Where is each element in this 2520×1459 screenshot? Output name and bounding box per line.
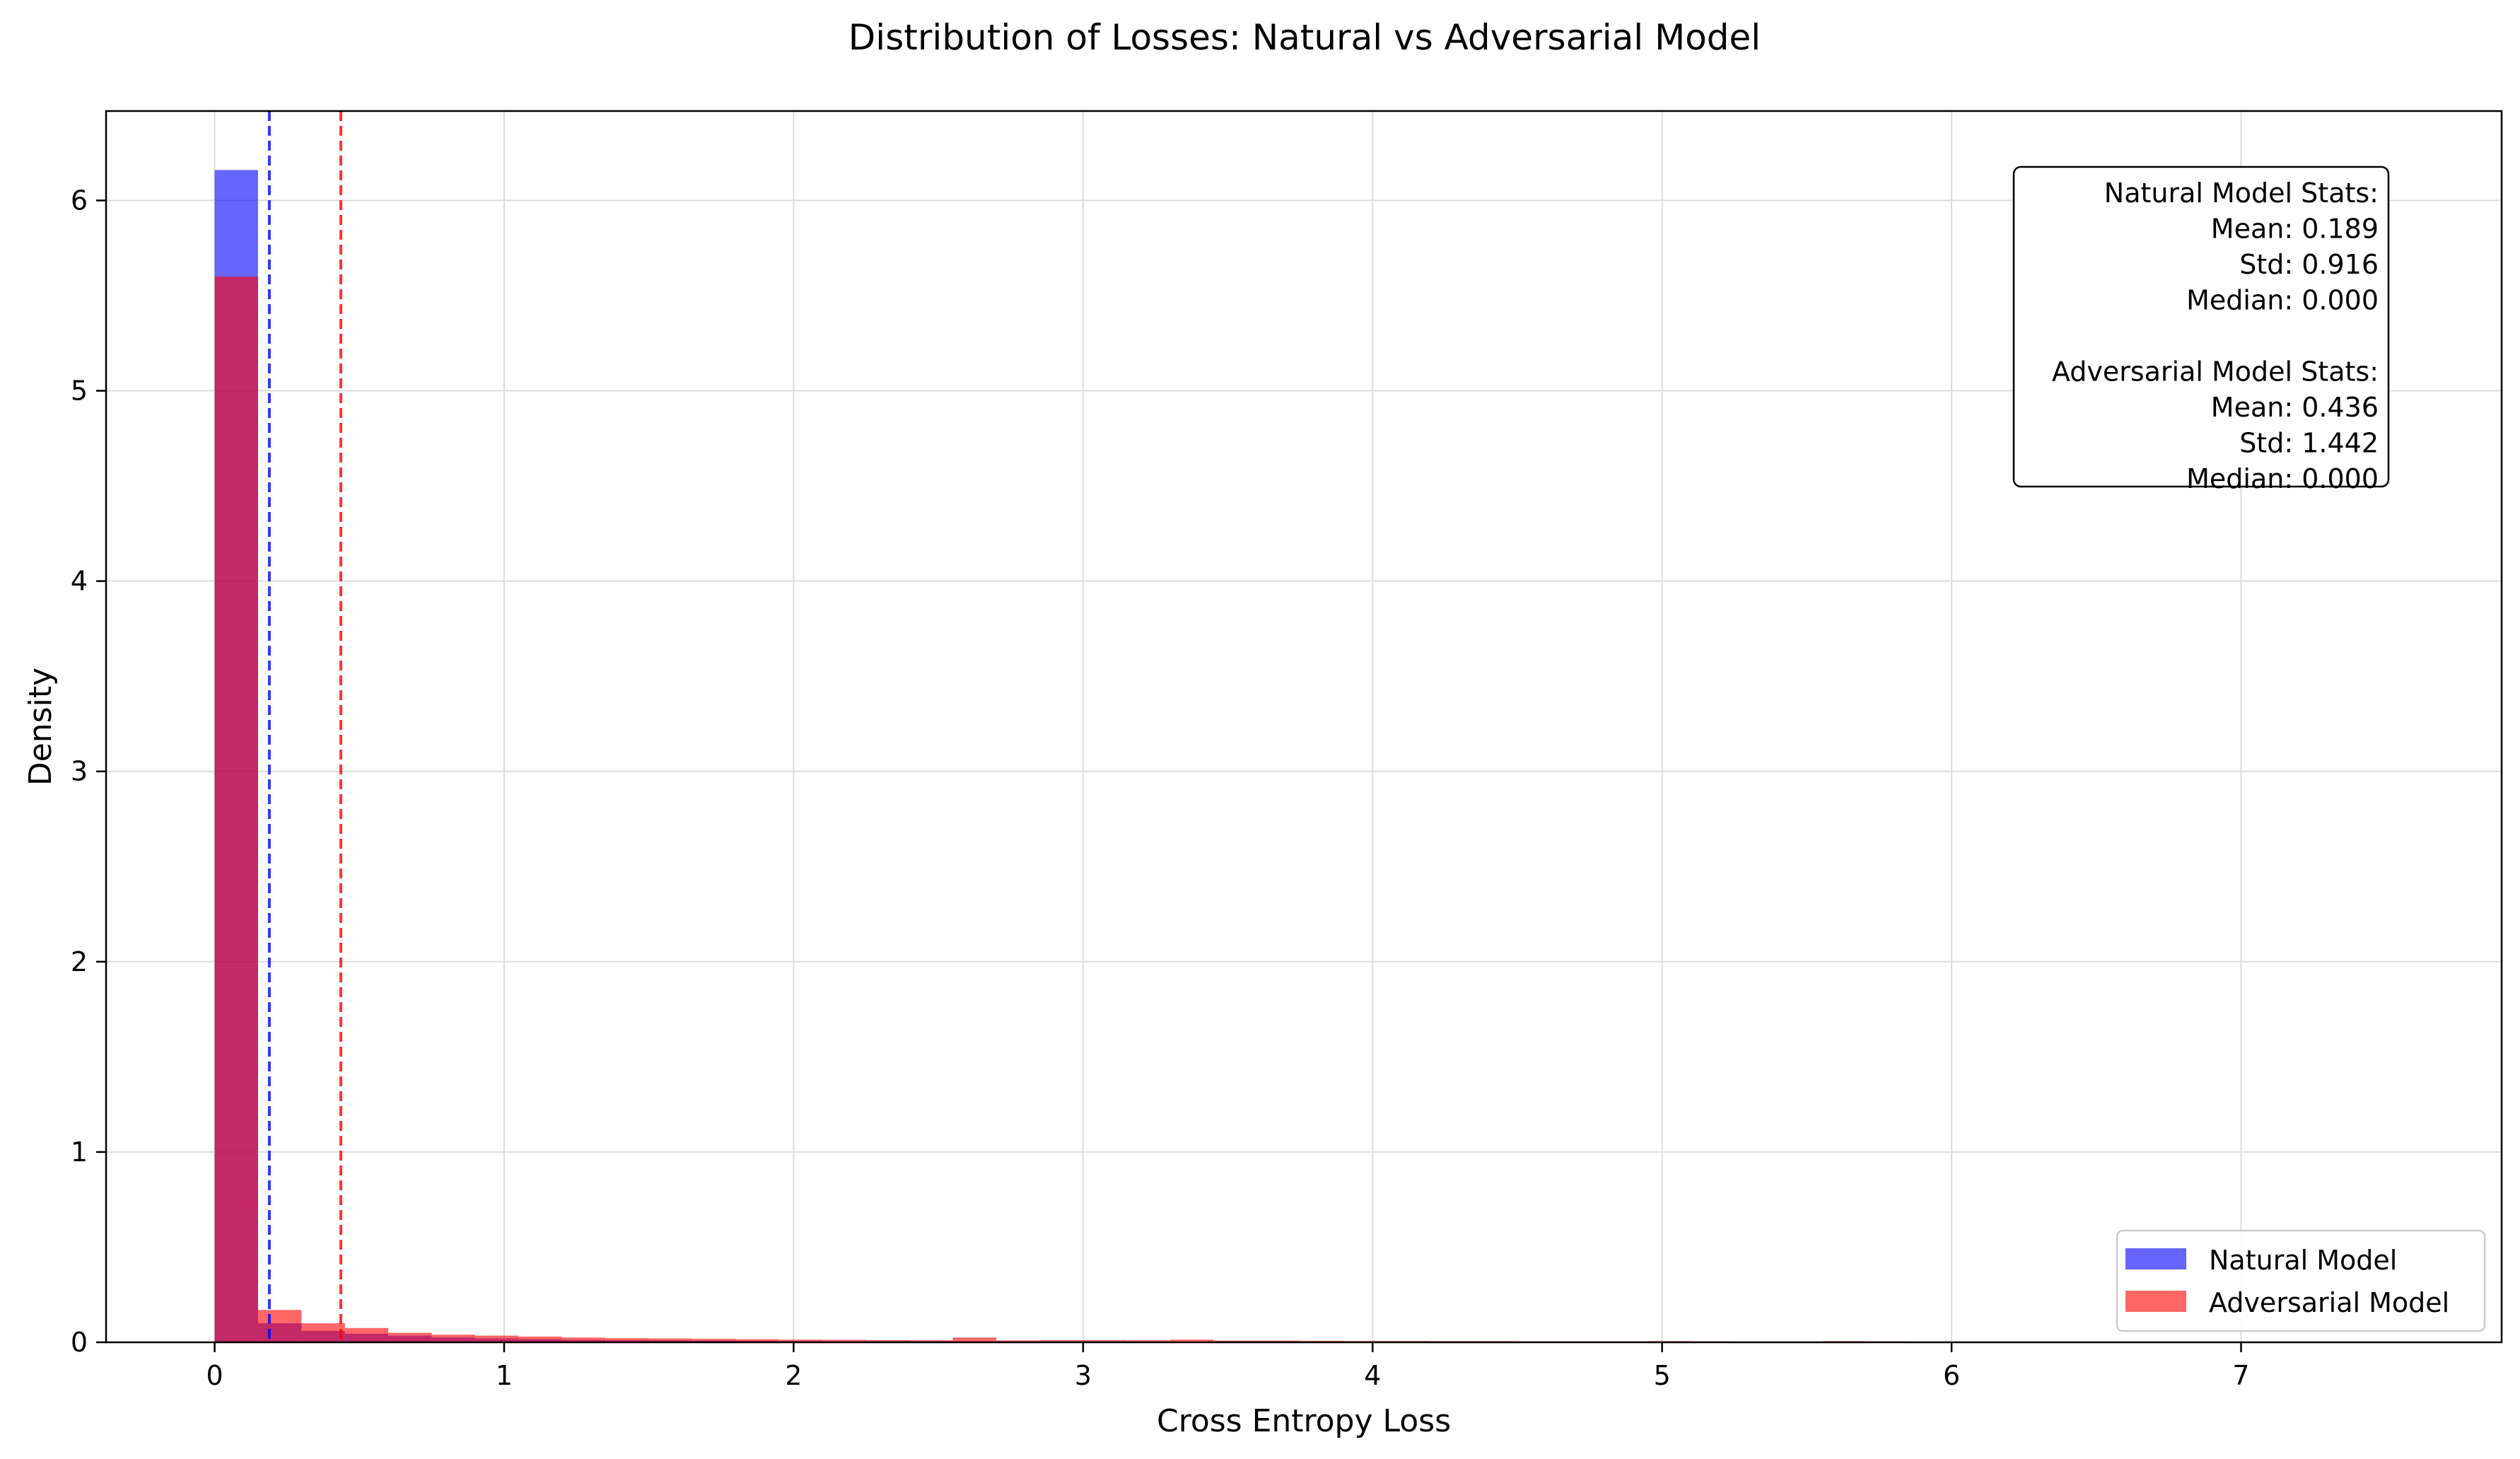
adversarial-bar bbox=[778, 1339, 823, 1342]
y-tick-label: 2 bbox=[71, 946, 88, 977]
legend-label: Natural Model bbox=[2209, 1245, 2397, 1276]
chart-title: Distribution of Losses: Natural vs Adver… bbox=[848, 17, 1761, 58]
adversarial-bar bbox=[996, 1340, 1040, 1342]
x-tick-label: 4 bbox=[1364, 1360, 1381, 1391]
adversarial-bar bbox=[388, 1332, 432, 1342]
adversarial-bar bbox=[1169, 1339, 1214, 1342]
stats-line: Mean: 0.436 bbox=[2211, 392, 2379, 423]
stats-line: Adversarial Model Stats: bbox=[2052, 356, 2379, 388]
x-axis-ticks: 0 1 2 3 4 5 6 7 bbox=[206, 1342, 2250, 1391]
adversarial-bar bbox=[431, 1335, 476, 1342]
x-tick-label: 7 bbox=[2232, 1360, 2249, 1391]
y-tick-label: 0 bbox=[71, 1327, 88, 1358]
adversarial-bar bbox=[561, 1337, 606, 1342]
legend-swatch-adversarial bbox=[2125, 1291, 2186, 1312]
x-tick-label: 5 bbox=[1654, 1360, 1671, 1391]
stats-line: Natural Model Stats: bbox=[2104, 178, 2379, 209]
adversarial-bar bbox=[475, 1335, 519, 1342]
adversarial-bar bbox=[214, 277, 258, 1342]
legend-frame bbox=[2116, 1229, 2486, 1332]
stats-line: Std: 0.916 bbox=[2239, 249, 2379, 280]
y-tick-label: 5 bbox=[71, 376, 88, 407]
x-axis-label: Cross Entropy Loss bbox=[1157, 1403, 1451, 1439]
adversarial-bar bbox=[1039, 1339, 1083, 1342]
adversarial-bar bbox=[648, 1338, 693, 1342]
stats-line: Std: 1.442 bbox=[2239, 428, 2379, 459]
adversarial-model-bars bbox=[214, 277, 2299, 1342]
adversarial-bar bbox=[909, 1340, 953, 1342]
stats-box-frame bbox=[2012, 165, 2390, 488]
mean-lines bbox=[267, 111, 343, 1342]
stats-line: Median: 0.000 bbox=[2186, 463, 2379, 494]
adversarial-bar bbox=[605, 1338, 649, 1342]
x-tick-label: 3 bbox=[1075, 1360, 1092, 1391]
y-tick-label: 3 bbox=[71, 756, 88, 787]
adversarial-bar bbox=[1083, 1339, 1127, 1342]
adversarial-bar bbox=[344, 1327, 389, 1342]
y-axis-ticks: 0 1 2 3 4 5 6 bbox=[71, 185, 106, 1358]
adversarial-bar bbox=[865, 1339, 910, 1342]
adversarial-bar bbox=[257, 1310, 302, 1342]
stats-box: Natural Model Stats: Mean: 0.189 Std: 0.91… bbox=[2012, 165, 2390, 494]
y-axis-label: Density bbox=[23, 668, 59, 786]
x-tick-label: 2 bbox=[785, 1360, 802, 1391]
adversarial-bar bbox=[518, 1336, 562, 1342]
x-tick-label: 6 bbox=[1943, 1360, 1960, 1391]
adversarial-bar bbox=[822, 1339, 866, 1342]
x-tick-label: 0 bbox=[206, 1360, 223, 1391]
y-tick-label: 1 bbox=[71, 1137, 88, 1168]
adversarial-bar bbox=[735, 1339, 779, 1342]
adversarial-bar bbox=[692, 1339, 736, 1342]
stats-line: Median: 0.000 bbox=[2186, 285, 2379, 316]
natural-model-bars bbox=[214, 170, 2299, 1342]
y-tick-label: 4 bbox=[71, 566, 88, 597]
adversarial-bar bbox=[952, 1337, 996, 1342]
legend-label: Adversarial Model bbox=[2209, 1287, 2449, 1318]
x-tick-label: 1 bbox=[496, 1360, 513, 1391]
adversarial-bar bbox=[301, 1323, 345, 1342]
plot-frame bbox=[105, 110, 2503, 1344]
legend-swatch-natural bbox=[2125, 1248, 2186, 1269]
y-tick-label: 6 bbox=[71, 185, 88, 216]
stats-line: Mean: 0.189 bbox=[2211, 214, 2379, 245]
legend: Natural Model Adversarial Model bbox=[2116, 1229, 2486, 1332]
adversarial-bar bbox=[1126, 1340, 1170, 1342]
